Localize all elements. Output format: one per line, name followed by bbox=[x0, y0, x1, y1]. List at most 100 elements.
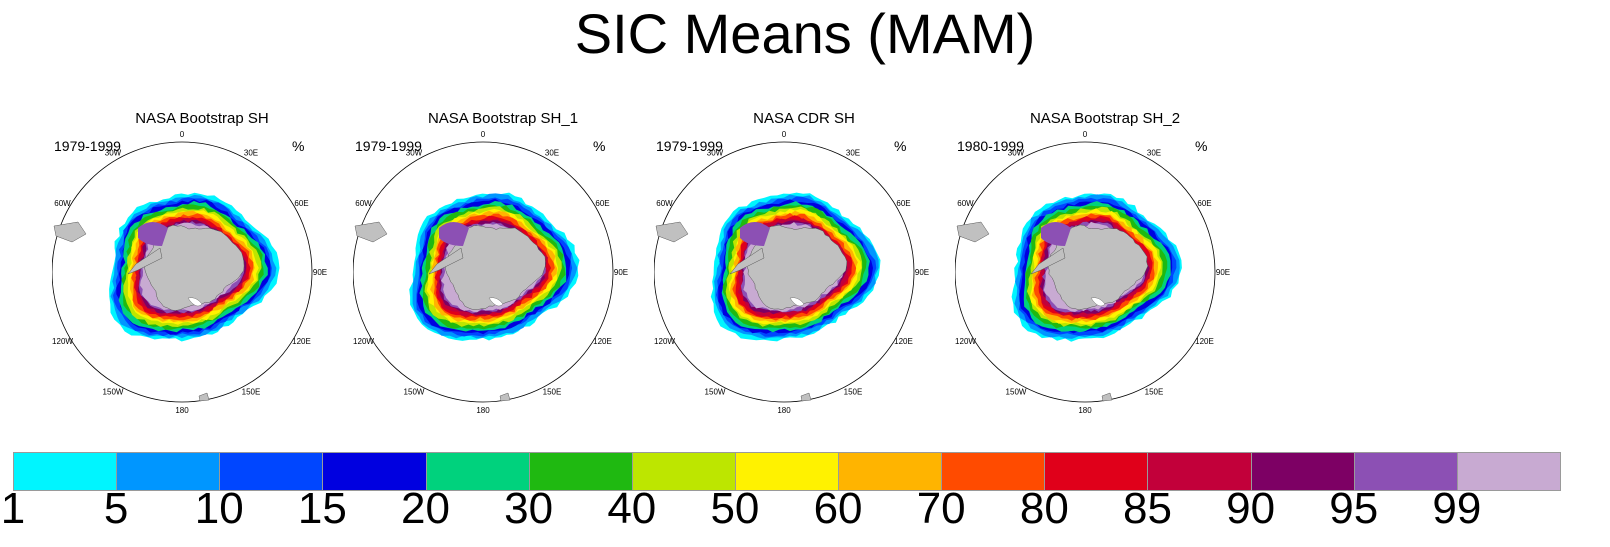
colorbar-tick-label: 50 bbox=[710, 484, 760, 533]
longitude-label: 60W bbox=[54, 199, 71, 208]
colorbar-tick-label: 95 bbox=[1329, 484, 1379, 533]
panel-period: 1979-1999 bbox=[54, 138, 121, 154]
longitude-label: 150W bbox=[404, 388, 425, 397]
longitude-label: 0 bbox=[782, 130, 787, 139]
colorbar bbox=[13, 452, 1601, 491]
map-panel: NASA Bootstrap SH 0 30E 60E 90E 120E 150E 180 15… bbox=[52, 108, 352, 428]
longitude-label: 90E bbox=[915, 268, 929, 277]
longitude-label: 150E bbox=[844, 388, 863, 397]
antarctic-peninsula bbox=[1030, 247, 1066, 275]
polar-map: 030E60E90E120E150E180150W120W90W60W30W bbox=[654, 130, 929, 415]
colorbar-box bbox=[116, 452, 221, 491]
longitude-label: 30E bbox=[1147, 149, 1161, 158]
map-boundary bbox=[353, 141, 614, 403]
longitude-label: 30W bbox=[1008, 149, 1025, 158]
colorbar-tick-label: 90 bbox=[1226, 484, 1276, 533]
polar-map: 030E60E90E120E150E180150W120W90W60W30W bbox=[353, 130, 628, 415]
polar-map: 030E60E90E120E150E180150W120W90W60W30W bbox=[955, 130, 1230, 415]
colorbar-tick-label: 15 bbox=[297, 484, 347, 533]
panel-title: NASA Bootstrap SH_1 bbox=[427, 110, 579, 127]
longitude-label: 90E bbox=[1216, 268, 1230, 277]
panel-unit: % bbox=[894, 138, 907, 154]
longitude-label: 120E bbox=[292, 337, 311, 346]
panel-period: 1979-1999 bbox=[355, 138, 422, 154]
panel-title: NASA CDR SH bbox=[753, 110, 855, 127]
longitude-label: 30W bbox=[707, 149, 724, 158]
longitude-label: 60W bbox=[355, 199, 372, 208]
colorbar-box bbox=[425, 452, 530, 491]
longitude-label: 30E bbox=[846, 149, 860, 158]
south-america-landmass bbox=[354, 221, 388, 243]
colorbar-box bbox=[941, 452, 1046, 491]
colorbar-box bbox=[1456, 452, 1561, 491]
longitude-label: 150W bbox=[705, 388, 726, 397]
colorbar-box bbox=[1147, 452, 1252, 491]
longitude-label: 60E bbox=[595, 199, 609, 208]
colorbar-tick-label: 60 bbox=[813, 484, 863, 533]
weddell-sea-high-sic bbox=[138, 222, 168, 246]
colorbar-box bbox=[528, 452, 633, 491]
colorbar-box bbox=[1353, 452, 1458, 491]
longitude-label: 30E bbox=[545, 149, 559, 158]
antarctic-peninsula bbox=[428, 247, 464, 275]
polar-map: 030E60E90E120E150E180150W120W90W60W30W bbox=[52, 130, 327, 415]
longitude-label: 120E bbox=[593, 337, 612, 346]
colorbar-tick-label: 10 bbox=[194, 484, 244, 533]
longitude-label: 150E bbox=[242, 388, 261, 397]
colorbar-box bbox=[734, 452, 840, 491]
map-boundary bbox=[52, 141, 313, 403]
south-america-landmass bbox=[655, 221, 689, 243]
colorbar-tick-label: 99 bbox=[1432, 484, 1482, 533]
weddell-sea-high-sic bbox=[740, 222, 770, 246]
south-america-landmass bbox=[956, 221, 990, 243]
longitude-label: 150E bbox=[543, 388, 562, 397]
panel-period: 1979-1999 bbox=[656, 138, 723, 154]
panel-title: NASA Bootstrap SH_2 bbox=[1029, 110, 1181, 127]
longitude-label: 180 bbox=[1078, 406, 1092, 415]
panel-period: 1980-1999 bbox=[957, 138, 1024, 154]
longitude-label: 90E bbox=[313, 268, 327, 277]
colorbar-tick-label: 85 bbox=[1122, 484, 1172, 533]
map-boundary bbox=[654, 141, 915, 403]
panel-unit: % bbox=[292, 138, 305, 154]
new-zealand-landmass bbox=[800, 392, 812, 402]
longitude-label: 120W bbox=[654, 337, 675, 346]
colorbar-tick-label: 80 bbox=[1019, 484, 1069, 533]
colorbar-box bbox=[219, 452, 324, 491]
longitude-label: 120W bbox=[353, 337, 374, 346]
longitude-label: 60W bbox=[656, 199, 673, 208]
colorbar-tick-label: 70 bbox=[916, 484, 966, 533]
panel-title: NASA Bootstrap SH bbox=[135, 110, 269, 127]
longitude-label: 0 bbox=[1083, 130, 1088, 139]
longitude-label: 60E bbox=[896, 199, 910, 208]
colorbar-tick-label: 20 bbox=[401, 484, 451, 533]
weddell-sea-high-sic bbox=[439, 222, 469, 246]
map-boundary bbox=[955, 141, 1216, 403]
ross-sea-embayment bbox=[187, 297, 203, 307]
ross-sea-embayment bbox=[1090, 297, 1106, 307]
longitude-label: 120W bbox=[955, 337, 976, 346]
colorbar-tick-label: 5 bbox=[103, 484, 129, 533]
colorbar-box bbox=[1044, 452, 1149, 491]
colorbar-tick-label: 40 bbox=[607, 484, 657, 533]
longitude-label: 0 bbox=[481, 130, 486, 139]
panel-unit: % bbox=[1195, 138, 1208, 154]
longitude-label: 120E bbox=[894, 337, 913, 346]
colorbar-box bbox=[1250, 452, 1355, 491]
longitude-label: 30E bbox=[244, 149, 258, 158]
antarctic-peninsula bbox=[127, 247, 163, 275]
longitude-label: 150W bbox=[1006, 388, 1027, 397]
longitude-label: 180 bbox=[175, 406, 189, 415]
panel-unit: % bbox=[593, 138, 606, 154]
antarctic-peninsula bbox=[729, 247, 765, 275]
longitude-label: 0 bbox=[180, 130, 185, 139]
longitude-label: 180 bbox=[476, 406, 490, 415]
longitude-label: 60E bbox=[294, 199, 308, 208]
colorbar-tick-label: 30 bbox=[504, 484, 554, 533]
new-zealand-landmass bbox=[1101, 392, 1113, 402]
map-panel: NASA Bootstrap SH_1 0 30E 60E 90E 120E 150E 180… bbox=[353, 108, 653, 428]
weddell-sea-high-sic bbox=[1041, 222, 1071, 246]
longitude-label: 120W bbox=[52, 337, 73, 346]
colorbar-box bbox=[631, 452, 736, 491]
map-panel: NASA Bootstrap SH_2 0 30E 60E 90E 120E 150E 180… bbox=[955, 108, 1255, 428]
